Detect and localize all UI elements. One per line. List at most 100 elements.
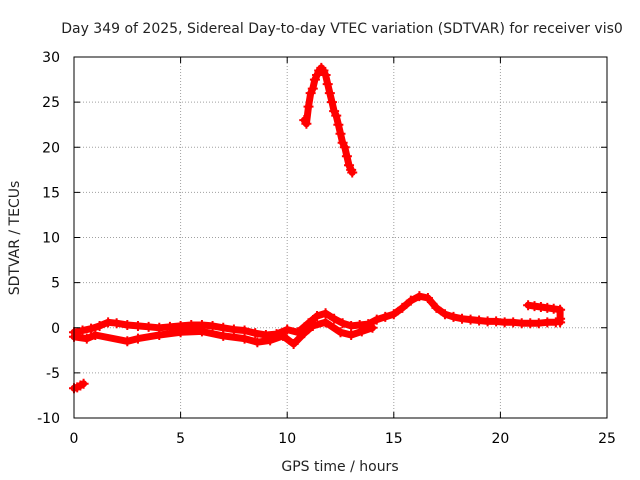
- data-point: [457, 313, 468, 324]
- data-point: [277, 330, 288, 341]
- y-tick-label: 15: [42, 185, 60, 201]
- data-point: [448, 311, 459, 322]
- data-point: [78, 378, 89, 389]
- data-point: [371, 314, 382, 325]
- data-point: [250, 328, 261, 339]
- data-point: [333, 119, 344, 130]
- data-point: [465, 314, 476, 325]
- data-point: [555, 304, 566, 315]
- y-tick-label: -5: [46, 366, 60, 382]
- data-point: [335, 327, 346, 338]
- x-tick-label: 15: [385, 431, 403, 447]
- x-tick-label: 20: [491, 431, 509, 447]
- data-point: [320, 308, 331, 319]
- data-point: [331, 110, 342, 121]
- data-point: [218, 330, 229, 341]
- data-point: [303, 101, 314, 112]
- data-point: [422, 292, 433, 303]
- data-point: [397, 302, 408, 313]
- data-point: [346, 329, 357, 340]
- data-point: [542, 317, 553, 328]
- data-point: [329, 106, 340, 117]
- data-point: [431, 302, 442, 313]
- data-point: [324, 88, 335, 99]
- data-point: [354, 320, 365, 331]
- data-point: [301, 118, 312, 129]
- data-point: [288, 338, 299, 349]
- data-point: [122, 336, 133, 347]
- data-point: [516, 318, 527, 329]
- grid-lines: [74, 57, 607, 418]
- data-point: [320, 70, 331, 81]
- data-point: [555, 317, 566, 328]
- data-point: [90, 329, 101, 340]
- data-point: [326, 97, 337, 108]
- data-point: [154, 329, 165, 340]
- x-tick-label: 5: [176, 431, 185, 447]
- data-point: [307, 320, 318, 331]
- y-tick-label: 20: [42, 140, 60, 156]
- data-point: [414, 291, 425, 302]
- data-point: [132, 333, 143, 344]
- data-point: [499, 317, 510, 328]
- data-point: [339, 142, 350, 153]
- data-point: [380, 311, 391, 322]
- y-tick-label: 30: [42, 50, 60, 66]
- data-point: [312, 70, 323, 81]
- data-point: [81, 333, 92, 344]
- x-tick-label: 25: [598, 431, 616, 447]
- data-point: [252, 337, 263, 348]
- data-point: [228, 324, 239, 335]
- data-point: [335, 128, 346, 139]
- data-point: [103, 317, 114, 328]
- data-point: [239, 333, 250, 344]
- data-point: [122, 320, 133, 331]
- data-point: [533, 318, 544, 329]
- data-point: [322, 79, 333, 90]
- x-tick-label: 10: [278, 431, 296, 447]
- data-point: [111, 318, 122, 329]
- x-axis-label: GPS time / hours: [281, 459, 398, 475]
- data-point: [337, 137, 348, 148]
- data-point: [482, 316, 493, 327]
- data-point: [312, 311, 323, 322]
- data-point: [320, 317, 331, 328]
- chart-title: Day 349 of 2025, Sidereal Day-to-day VTE…: [61, 21, 623, 37]
- data-point: [305, 88, 316, 99]
- data-point: [329, 313, 340, 324]
- data-point: [439, 309, 450, 320]
- data-point: [282, 324, 293, 335]
- data-point: [86, 323, 97, 334]
- data-point: [299, 328, 310, 339]
- data-point: [341, 151, 352, 162]
- data-point: [175, 327, 186, 338]
- data-point: [474, 315, 485, 326]
- data-point: [318, 65, 329, 76]
- y-axis-label: SDTVAR / TECUs: [7, 181, 23, 296]
- data-point: [491, 316, 502, 327]
- y-tick-label: 25: [42, 95, 60, 111]
- data-point: [207, 320, 218, 331]
- data-point: [346, 320, 357, 331]
- data-point: [196, 326, 207, 337]
- data-point: [367, 322, 378, 333]
- data-point: [344, 160, 355, 171]
- y-tick-label: 10: [42, 231, 60, 247]
- data-point: [94, 320, 105, 331]
- data-point: [77, 325, 88, 336]
- data-point: [356, 326, 367, 337]
- data-point: [347, 167, 358, 178]
- data-point: [265, 335, 276, 346]
- data-point: [309, 74, 320, 85]
- data-point: [508, 317, 519, 328]
- data-point: [337, 318, 348, 329]
- data-point: [143, 321, 154, 332]
- y-tick-label: -10: [37, 411, 60, 427]
- data-point: [405, 295, 416, 306]
- data-point: [388, 309, 399, 320]
- axis-ticks: 0 5 10 15 20 25 -10 -5 0 5 10 15 20 25 30: [37, 50, 616, 447]
- data-point: [307, 83, 318, 94]
- data-point: [132, 320, 143, 331]
